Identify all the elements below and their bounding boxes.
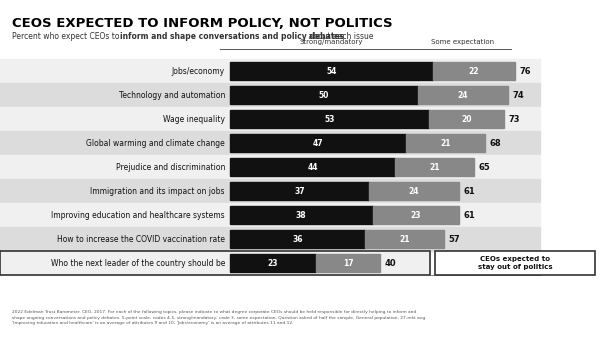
Text: 47: 47 xyxy=(313,139,323,148)
Text: Prejudice and discrimination: Prejudice and discrimination xyxy=(116,162,225,172)
Text: inform and shape conversations and policy debates: inform and shape conversations and polic… xyxy=(120,32,344,41)
Text: 38: 38 xyxy=(296,211,307,219)
Bar xyxy=(0,83,540,107)
Text: 21: 21 xyxy=(440,139,451,148)
Text: CEOs expected to
stay out of politics: CEOs expected to stay out of politics xyxy=(478,256,553,270)
Text: Some expectation: Some expectation xyxy=(431,39,494,45)
Text: 54: 54 xyxy=(326,66,337,75)
Bar xyxy=(429,110,504,128)
Bar xyxy=(0,179,540,203)
Bar xyxy=(0,227,540,251)
Bar xyxy=(316,254,380,272)
Text: 23: 23 xyxy=(268,258,278,268)
Text: Technology and automation: Technology and automation xyxy=(119,91,225,99)
Text: CEOS EXPECTED TO INFORM POLICY, NOT POLITICS: CEOS EXPECTED TO INFORM POLICY, NOT POLI… xyxy=(12,17,392,30)
Bar xyxy=(433,62,515,80)
Text: 17: 17 xyxy=(343,258,353,268)
Bar xyxy=(395,158,474,176)
Bar xyxy=(369,182,459,200)
Bar xyxy=(230,182,369,200)
Bar xyxy=(230,86,418,104)
Text: 37: 37 xyxy=(294,186,305,195)
Text: Strong/mandatory: Strong/mandatory xyxy=(299,39,363,45)
Bar xyxy=(230,158,395,176)
Bar xyxy=(230,254,316,272)
Bar xyxy=(435,251,595,275)
Text: Who the next leader of the country should be: Who the next leader of the country shoul… xyxy=(50,258,225,268)
Bar xyxy=(230,134,406,152)
Text: Percent who expect CEOs to: Percent who expect CEOs to xyxy=(12,32,122,41)
Bar xyxy=(418,86,508,104)
Text: 23: 23 xyxy=(410,211,421,219)
Bar xyxy=(0,251,430,275)
Text: about each issue: about each issue xyxy=(306,32,373,41)
Text: Wage inequality: Wage inequality xyxy=(163,115,225,123)
Text: 68: 68 xyxy=(490,139,502,148)
Text: 61: 61 xyxy=(464,186,476,195)
Text: 73: 73 xyxy=(509,115,520,123)
Text: Immigration and its impact on jobs: Immigration and its impact on jobs xyxy=(91,186,225,195)
Text: 61: 61 xyxy=(464,211,476,219)
Text: 40: 40 xyxy=(385,258,397,268)
Bar xyxy=(373,206,459,224)
Text: 21: 21 xyxy=(429,162,440,172)
Text: 74: 74 xyxy=(512,91,524,99)
Text: 21: 21 xyxy=(399,235,410,244)
Text: 22: 22 xyxy=(469,66,479,75)
Bar xyxy=(0,251,430,275)
Text: 53: 53 xyxy=(324,115,335,123)
Text: 76: 76 xyxy=(520,66,532,75)
Bar xyxy=(230,62,433,80)
Text: 57: 57 xyxy=(449,235,460,244)
Text: Global warming and climate change: Global warming and climate change xyxy=(86,139,225,148)
Text: Jobs/economy: Jobs/economy xyxy=(172,66,225,75)
Bar xyxy=(0,131,540,155)
Bar xyxy=(230,206,373,224)
Text: Improving education and healthcare systems: Improving education and healthcare syste… xyxy=(52,211,225,219)
Bar xyxy=(365,230,444,248)
Text: 2022 Edelman Trust Barometer. CEO, 2017. For each of the following topics, pleas: 2022 Edelman Trust Barometer. CEO, 2017.… xyxy=(12,310,427,325)
Text: 24: 24 xyxy=(457,91,468,99)
Text: 36: 36 xyxy=(292,235,303,244)
Text: 50: 50 xyxy=(319,91,329,99)
Bar xyxy=(0,203,540,227)
Bar xyxy=(0,59,540,83)
Bar xyxy=(0,155,540,179)
Text: 24: 24 xyxy=(409,186,419,195)
Bar xyxy=(230,110,429,128)
Text: 20: 20 xyxy=(461,115,472,123)
Bar xyxy=(0,107,540,131)
Bar xyxy=(230,230,365,248)
Text: 44: 44 xyxy=(307,162,318,172)
Text: How to increase the COVID vaccination rate: How to increase the COVID vaccination ra… xyxy=(57,235,225,244)
Bar xyxy=(406,134,485,152)
Text: 65: 65 xyxy=(479,162,491,172)
